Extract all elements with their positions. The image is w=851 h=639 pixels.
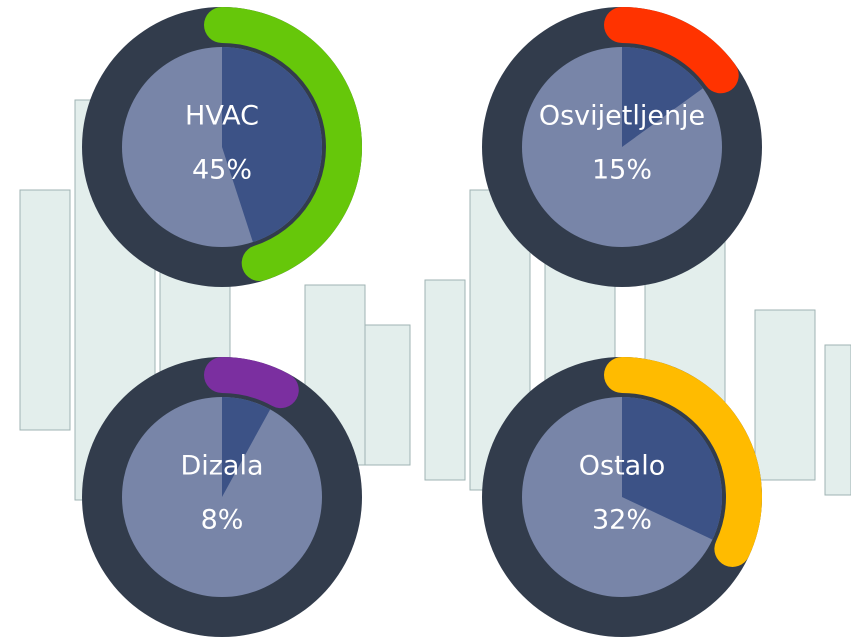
gauge-arc (204, 357, 299, 409)
gauge-value: 8% (201, 505, 244, 536)
gauge-title: Dizala (180, 451, 263, 482)
gauge-value: 15% (592, 155, 652, 186)
gauge-title: HVAC (185, 101, 259, 132)
gauge-wedge (222, 397, 271, 497)
gauge-value: 32% (592, 505, 652, 536)
gauge-title: Osvijetljenje (539, 101, 705, 132)
gauge-title: Ostalo (579, 451, 665, 482)
gauge-wedge (622, 47, 703, 147)
gauge-wedge (222, 47, 322, 243)
gauge-value: 45% (192, 155, 252, 186)
gauge-arc (204, 7, 362, 282)
gauge-wedge (622, 397, 723, 540)
gauge-arc (604, 357, 762, 567)
gauge-arc (604, 7, 739, 94)
